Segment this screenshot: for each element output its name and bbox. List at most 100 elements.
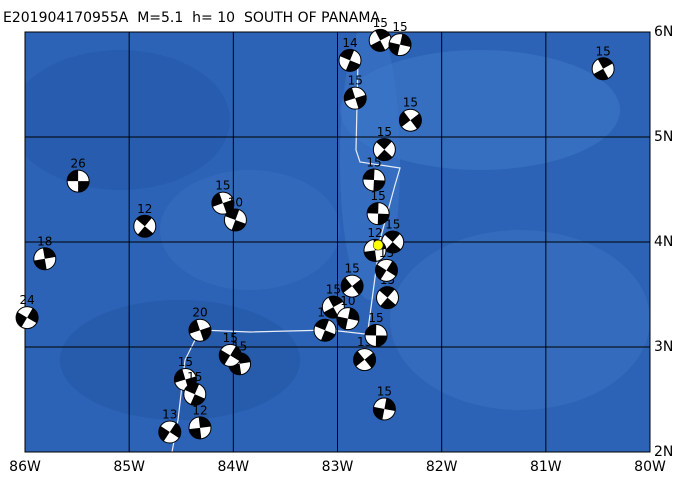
depth-label: 15 xyxy=(373,16,388,30)
beachball xyxy=(362,168,386,192)
beachball xyxy=(133,214,157,238)
beachball-black xyxy=(367,202,379,214)
depth-label: 15 xyxy=(326,283,341,297)
beachball-black xyxy=(137,226,154,238)
beachball xyxy=(183,382,207,406)
beachball xyxy=(372,138,396,162)
beachball-black xyxy=(597,57,613,69)
bathymetry xyxy=(25,32,650,452)
beachball xyxy=(223,208,247,232)
beachball-black xyxy=(158,426,170,442)
beachball-black xyxy=(373,406,385,420)
beachball xyxy=(33,247,57,271)
beachball-black xyxy=(320,330,336,342)
beachball-black xyxy=(27,308,39,324)
depth-label: 15 xyxy=(385,218,400,232)
depth-label: 15 xyxy=(368,311,383,325)
depth-label: 12 xyxy=(367,226,382,240)
beachball-black xyxy=(225,208,240,220)
beachball xyxy=(188,416,212,440)
beachball-black xyxy=(198,416,211,428)
beachball xyxy=(374,258,398,282)
beachball-black xyxy=(328,296,344,308)
beachball-black xyxy=(78,181,90,193)
beachball-black xyxy=(16,312,28,328)
depth-label: 15 xyxy=(348,74,363,88)
y-tick-label: 5N xyxy=(654,129,673,145)
beachball-black xyxy=(410,113,422,129)
beachball xyxy=(366,202,390,226)
beachball-black xyxy=(386,261,398,277)
beachball-black xyxy=(33,258,47,270)
beachball-black xyxy=(345,60,361,72)
beachball xyxy=(188,318,212,342)
depth-label: 10 xyxy=(228,195,243,209)
beachball-black xyxy=(593,68,609,80)
beachball-black xyxy=(189,427,202,439)
beachball-black xyxy=(375,29,390,41)
beachball-black xyxy=(365,324,377,336)
depth-label: 15 xyxy=(366,156,381,170)
depth-label: 26 xyxy=(70,157,85,171)
beachball-black xyxy=(375,264,387,280)
beachball xyxy=(372,397,396,421)
depth-label: 14 xyxy=(342,36,357,50)
beachball-black xyxy=(323,307,339,319)
beachball-black xyxy=(189,319,200,334)
depth-label: 12 xyxy=(137,202,152,216)
depth-label: 15 xyxy=(377,384,392,398)
beachball-black xyxy=(67,170,79,182)
beachball-black xyxy=(341,277,353,293)
beachball xyxy=(15,306,39,330)
beachball-black xyxy=(174,369,186,383)
beachball xyxy=(353,348,377,372)
beachball-black xyxy=(42,247,56,259)
depth-label: 15 xyxy=(344,262,359,276)
beachball xyxy=(368,28,392,52)
beachball-black xyxy=(364,352,376,369)
depth-label: 15 xyxy=(377,125,392,139)
beachball xyxy=(591,57,615,81)
depth-label: 15 xyxy=(595,44,610,58)
beachball-black xyxy=(347,307,359,321)
beachball xyxy=(388,33,412,57)
depth-label: 20 xyxy=(192,306,207,320)
beachball-black xyxy=(344,87,356,102)
beachball-black xyxy=(184,383,200,395)
beachball-black xyxy=(376,149,393,161)
main-event xyxy=(372,239,384,251)
beachball-black xyxy=(389,42,400,56)
y-tick-label: 4N xyxy=(654,234,673,250)
depth-label: 15 xyxy=(403,96,418,110)
x-tick-label: 85W xyxy=(113,459,145,475)
depth-label: 15 xyxy=(178,355,193,369)
depth-label: 24 xyxy=(19,293,34,307)
y-tick-label: 2N xyxy=(654,444,673,460)
beachball-black xyxy=(211,192,223,207)
depth-label: 15 xyxy=(379,246,394,260)
depth-label: 18 xyxy=(37,234,52,248)
beachball-black xyxy=(169,422,181,439)
x-tick-label: 84W xyxy=(217,459,249,475)
depth-label: 15 xyxy=(223,331,238,345)
beachball xyxy=(376,286,399,310)
beachball-black xyxy=(377,213,390,225)
beachball xyxy=(336,307,360,331)
beachball-black xyxy=(379,286,395,298)
beachball-black xyxy=(384,230,401,242)
y-tick-label: 3N xyxy=(654,339,673,355)
beachball-black xyxy=(136,215,152,227)
depth-label: 15 xyxy=(215,179,230,193)
beachball-black xyxy=(200,326,212,341)
beachball-black xyxy=(364,250,377,262)
beachball-black xyxy=(190,394,205,406)
x-tick-label: 80W xyxy=(634,459,666,475)
beachball xyxy=(313,318,337,342)
x-tick-label: 81W xyxy=(530,459,562,475)
beachball xyxy=(364,323,388,347)
depth-label: 15 xyxy=(370,189,385,203)
beachball-black xyxy=(380,297,396,309)
beachball-black xyxy=(314,319,330,331)
beachball-black xyxy=(353,351,365,367)
